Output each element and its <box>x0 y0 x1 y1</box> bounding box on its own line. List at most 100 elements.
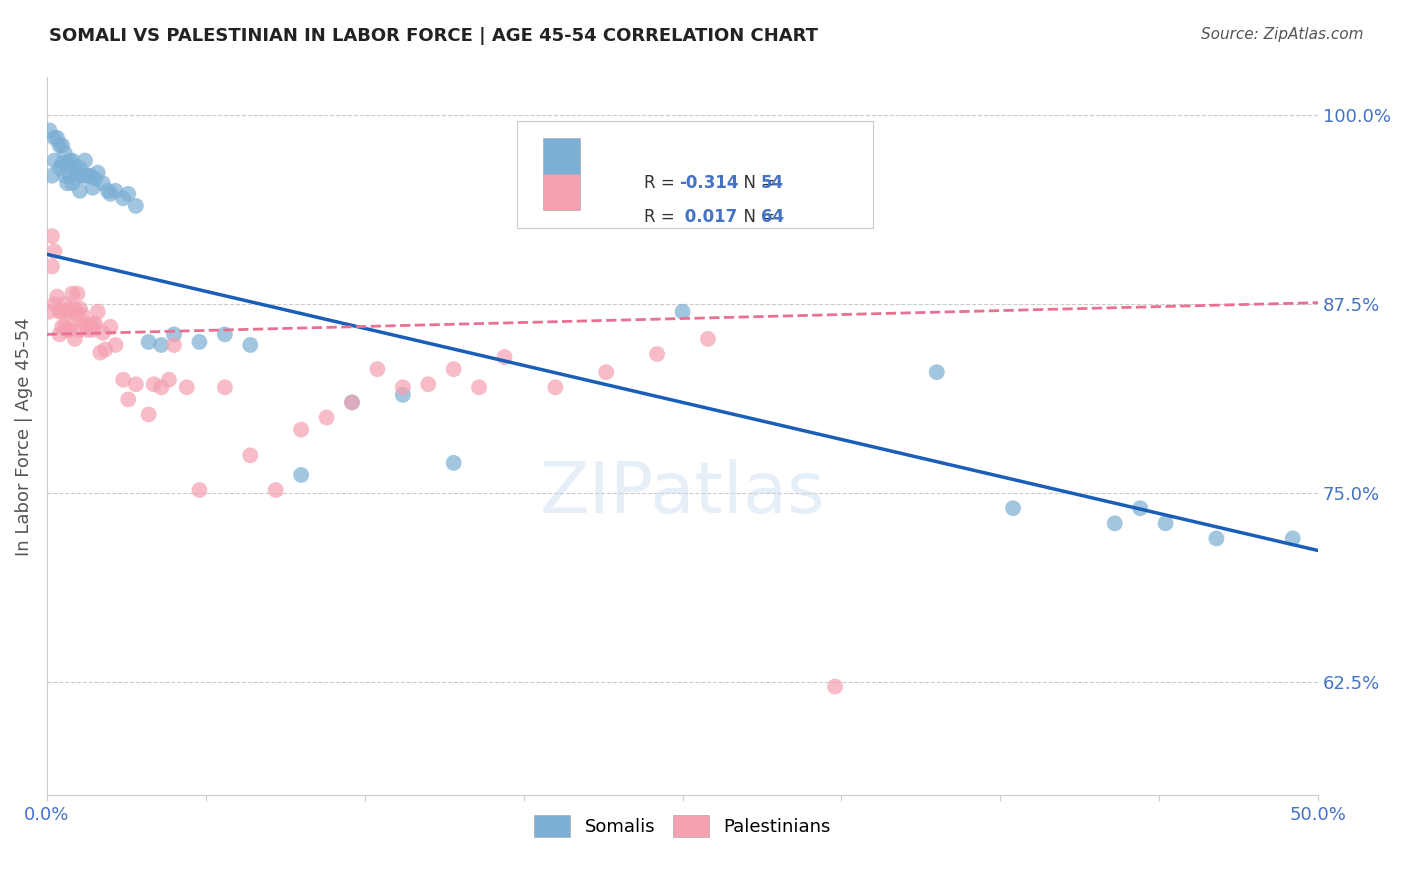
Point <box>1281 532 1303 546</box>
Point <box>56 304 79 318</box>
Point <box>91 176 114 190</box>
Point <box>84 317 107 331</box>
Text: R =: R = <box>644 208 681 226</box>
Point <box>117 392 139 407</box>
Point <box>100 186 122 201</box>
Point <box>44 244 66 259</box>
Point <box>112 373 135 387</box>
Point <box>595 365 617 379</box>
Point <box>340 395 363 409</box>
Point <box>214 380 236 394</box>
Point <box>91 326 114 340</box>
Point <box>84 171 107 186</box>
Point <box>112 191 135 205</box>
Text: 54: 54 <box>761 174 785 192</box>
Point <box>1205 532 1227 546</box>
Point <box>63 161 86 175</box>
Point <box>56 156 79 170</box>
Text: N =: N = <box>733 174 780 192</box>
Point <box>69 161 91 175</box>
Point <box>100 319 122 334</box>
Point <box>104 338 127 352</box>
Point <box>59 301 82 316</box>
Text: 0.017: 0.017 <box>679 208 738 226</box>
Point <box>290 467 312 482</box>
Point <box>138 408 160 422</box>
Point <box>468 380 491 394</box>
Point <box>46 290 69 304</box>
Point <box>51 304 73 318</box>
Point <box>44 131 66 145</box>
Point <box>51 319 73 334</box>
Point <box>48 161 70 175</box>
Point <box>69 323 91 337</box>
Point <box>63 332 86 346</box>
Point <box>60 176 83 190</box>
Point <box>82 181 104 195</box>
Point <box>60 153 83 168</box>
Point <box>48 327 70 342</box>
Point <box>366 362 388 376</box>
Point <box>41 260 63 274</box>
Point <box>53 297 76 311</box>
Point <box>66 169 89 183</box>
Point <box>72 169 94 183</box>
Point <box>418 377 440 392</box>
Point <box>824 680 846 694</box>
Point <box>142 377 165 392</box>
Point <box>150 380 173 394</box>
Point <box>38 304 60 318</box>
Point <box>138 334 160 349</box>
Point <box>73 317 96 331</box>
Point <box>163 327 186 342</box>
Point <box>1154 516 1177 531</box>
Legend: Somalis, Palestinians: Somalis, Palestinians <box>527 807 838 844</box>
Point <box>79 169 101 183</box>
Text: SOMALI VS PALESTINIAN IN LABOR FORCE | AGE 45-54 CORRELATION CHART: SOMALI VS PALESTINIAN IN LABOR FORCE | A… <box>49 27 818 45</box>
Point <box>125 377 148 392</box>
Point <box>44 153 66 168</box>
Point <box>82 323 104 337</box>
Point <box>56 176 79 190</box>
Point <box>443 362 465 376</box>
FancyBboxPatch shape <box>517 120 873 228</box>
Point <box>925 365 948 379</box>
Point <box>163 338 186 352</box>
Point <box>645 347 668 361</box>
Point <box>48 304 70 318</box>
Point <box>150 338 173 352</box>
Point <box>392 388 415 402</box>
Point <box>443 456 465 470</box>
Point <box>214 327 236 342</box>
Point <box>44 297 66 311</box>
Point <box>671 304 693 318</box>
Text: -0.314: -0.314 <box>679 174 740 192</box>
Point <box>188 483 211 497</box>
Point <box>59 153 82 168</box>
Point <box>53 319 76 334</box>
Text: 64: 64 <box>761 208 785 226</box>
Point <box>59 323 82 337</box>
Point <box>87 166 110 180</box>
Point <box>59 169 82 183</box>
Point <box>46 131 69 145</box>
Point <box>494 350 516 364</box>
FancyBboxPatch shape <box>543 138 579 174</box>
Point <box>117 186 139 201</box>
Point <box>60 286 83 301</box>
Text: Source: ZipAtlas.com: Source: ZipAtlas.com <box>1201 27 1364 42</box>
Text: R =: R = <box>644 174 681 192</box>
Point <box>66 286 89 301</box>
Point <box>264 483 287 497</box>
Point <box>76 169 98 183</box>
Point <box>697 332 720 346</box>
Point <box>82 317 104 331</box>
Y-axis label: In Labor Force | Age 45-54: In Labor Force | Age 45-54 <box>15 318 32 556</box>
Point <box>1129 501 1152 516</box>
Point <box>315 410 337 425</box>
Point <box>79 319 101 334</box>
Point <box>53 169 76 183</box>
Point <box>76 323 98 337</box>
Point <box>66 308 89 322</box>
Point <box>97 184 120 198</box>
